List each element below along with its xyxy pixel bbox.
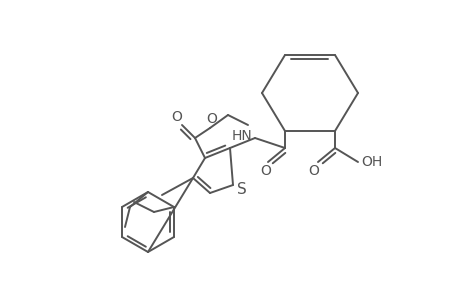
Text: HN: HN xyxy=(231,129,252,143)
Text: O: O xyxy=(206,112,217,126)
Text: OH: OH xyxy=(361,155,382,169)
Text: O: O xyxy=(171,110,182,124)
Text: O: O xyxy=(260,164,271,178)
Text: S: S xyxy=(236,182,246,196)
Text: O: O xyxy=(308,164,319,178)
